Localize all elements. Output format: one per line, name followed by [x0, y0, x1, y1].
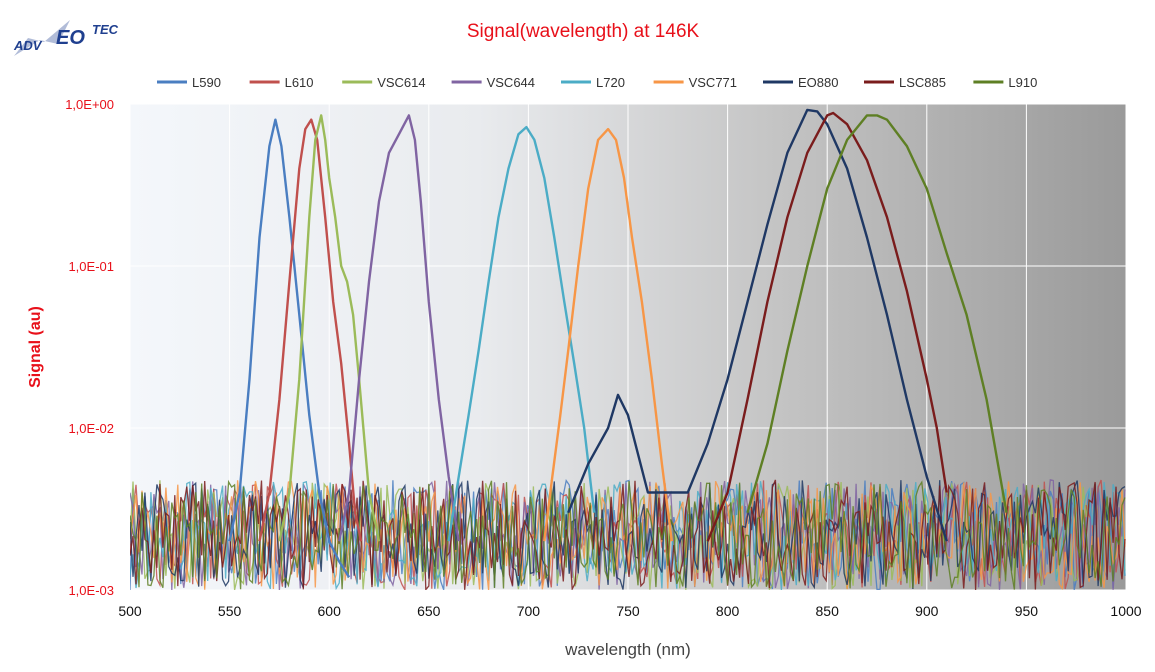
series-line — [567, 108, 948, 542]
series-line — [706, 111, 948, 542]
x-tick-label: 700 — [517, 603, 541, 619]
noise-trace — [130, 479, 1126, 590]
legend-label: VSC771 — [689, 75, 737, 90]
y-tick-label: 1,0E-03 — [68, 583, 114, 598]
x-axis-ticks: 500 550 600 650 700 750 800 850 900 950 1000 — [118, 603, 1141, 619]
adveotec-logo: ADV EO TEC — [13, 20, 119, 56]
noise-trace — [130, 479, 1126, 590]
chart-legend: L590 L610 VSC614 VSC644 L720 VSC771 EO880 LSC88… — [157, 75, 1037, 90]
x-tick-label: 750 — [616, 603, 640, 619]
x-axis-label: wavelength (nm) — [564, 640, 691, 659]
series-lines — [228, 108, 1008, 578]
noise-floor — [130, 478, 1126, 590]
legend-label: VSC644 — [487, 75, 535, 90]
x-tick-label: 600 — [318, 603, 342, 619]
y-axis-ticks: 1,0E+00 1,0E-01 1,0E-02 1,0E-03 — [65, 97, 114, 598]
x-tick-label: 500 — [118, 603, 142, 619]
x-tick-label: 850 — [816, 603, 840, 619]
legend-label: L720 — [596, 75, 625, 90]
legend-label: EO880 — [798, 75, 838, 90]
x-tick-label: 800 — [716, 603, 740, 619]
series-line — [278, 114, 381, 542]
x-tick-label: 1000 — [1110, 603, 1141, 619]
x-tick-label: 550 — [218, 603, 242, 619]
legend-label: L610 — [285, 75, 314, 90]
svg-text:ADV: ADV — [13, 38, 43, 53]
chart-title: Signal(wavelength) at 146K — [467, 21, 700, 42]
y-axis-label: Signal (au) — [27, 306, 44, 388]
y-tick-label: 1,0E-02 — [68, 421, 114, 436]
legend-label: L910 — [1008, 75, 1037, 90]
series-line — [338, 114, 460, 542]
series-line — [543, 127, 673, 542]
x-tick-label: 650 — [417, 603, 441, 619]
legend-label: LSC885 — [899, 75, 946, 90]
series-line — [746, 114, 1008, 514]
y-tick-label: 1,0E-01 — [68, 259, 114, 274]
x-tick-label: 950 — [1015, 603, 1039, 619]
legend-label: L590 — [192, 75, 221, 90]
y-tick-label: 1,0E+00 — [65, 97, 114, 112]
svg-text:EO: EO — [56, 27, 85, 49]
series-line — [228, 118, 351, 578]
series-line — [258, 118, 363, 542]
svg-text:TEC: TEC — [92, 22, 119, 37]
legend-label: VSC614 — [377, 75, 425, 90]
x-tick-label: 900 — [915, 603, 939, 619]
